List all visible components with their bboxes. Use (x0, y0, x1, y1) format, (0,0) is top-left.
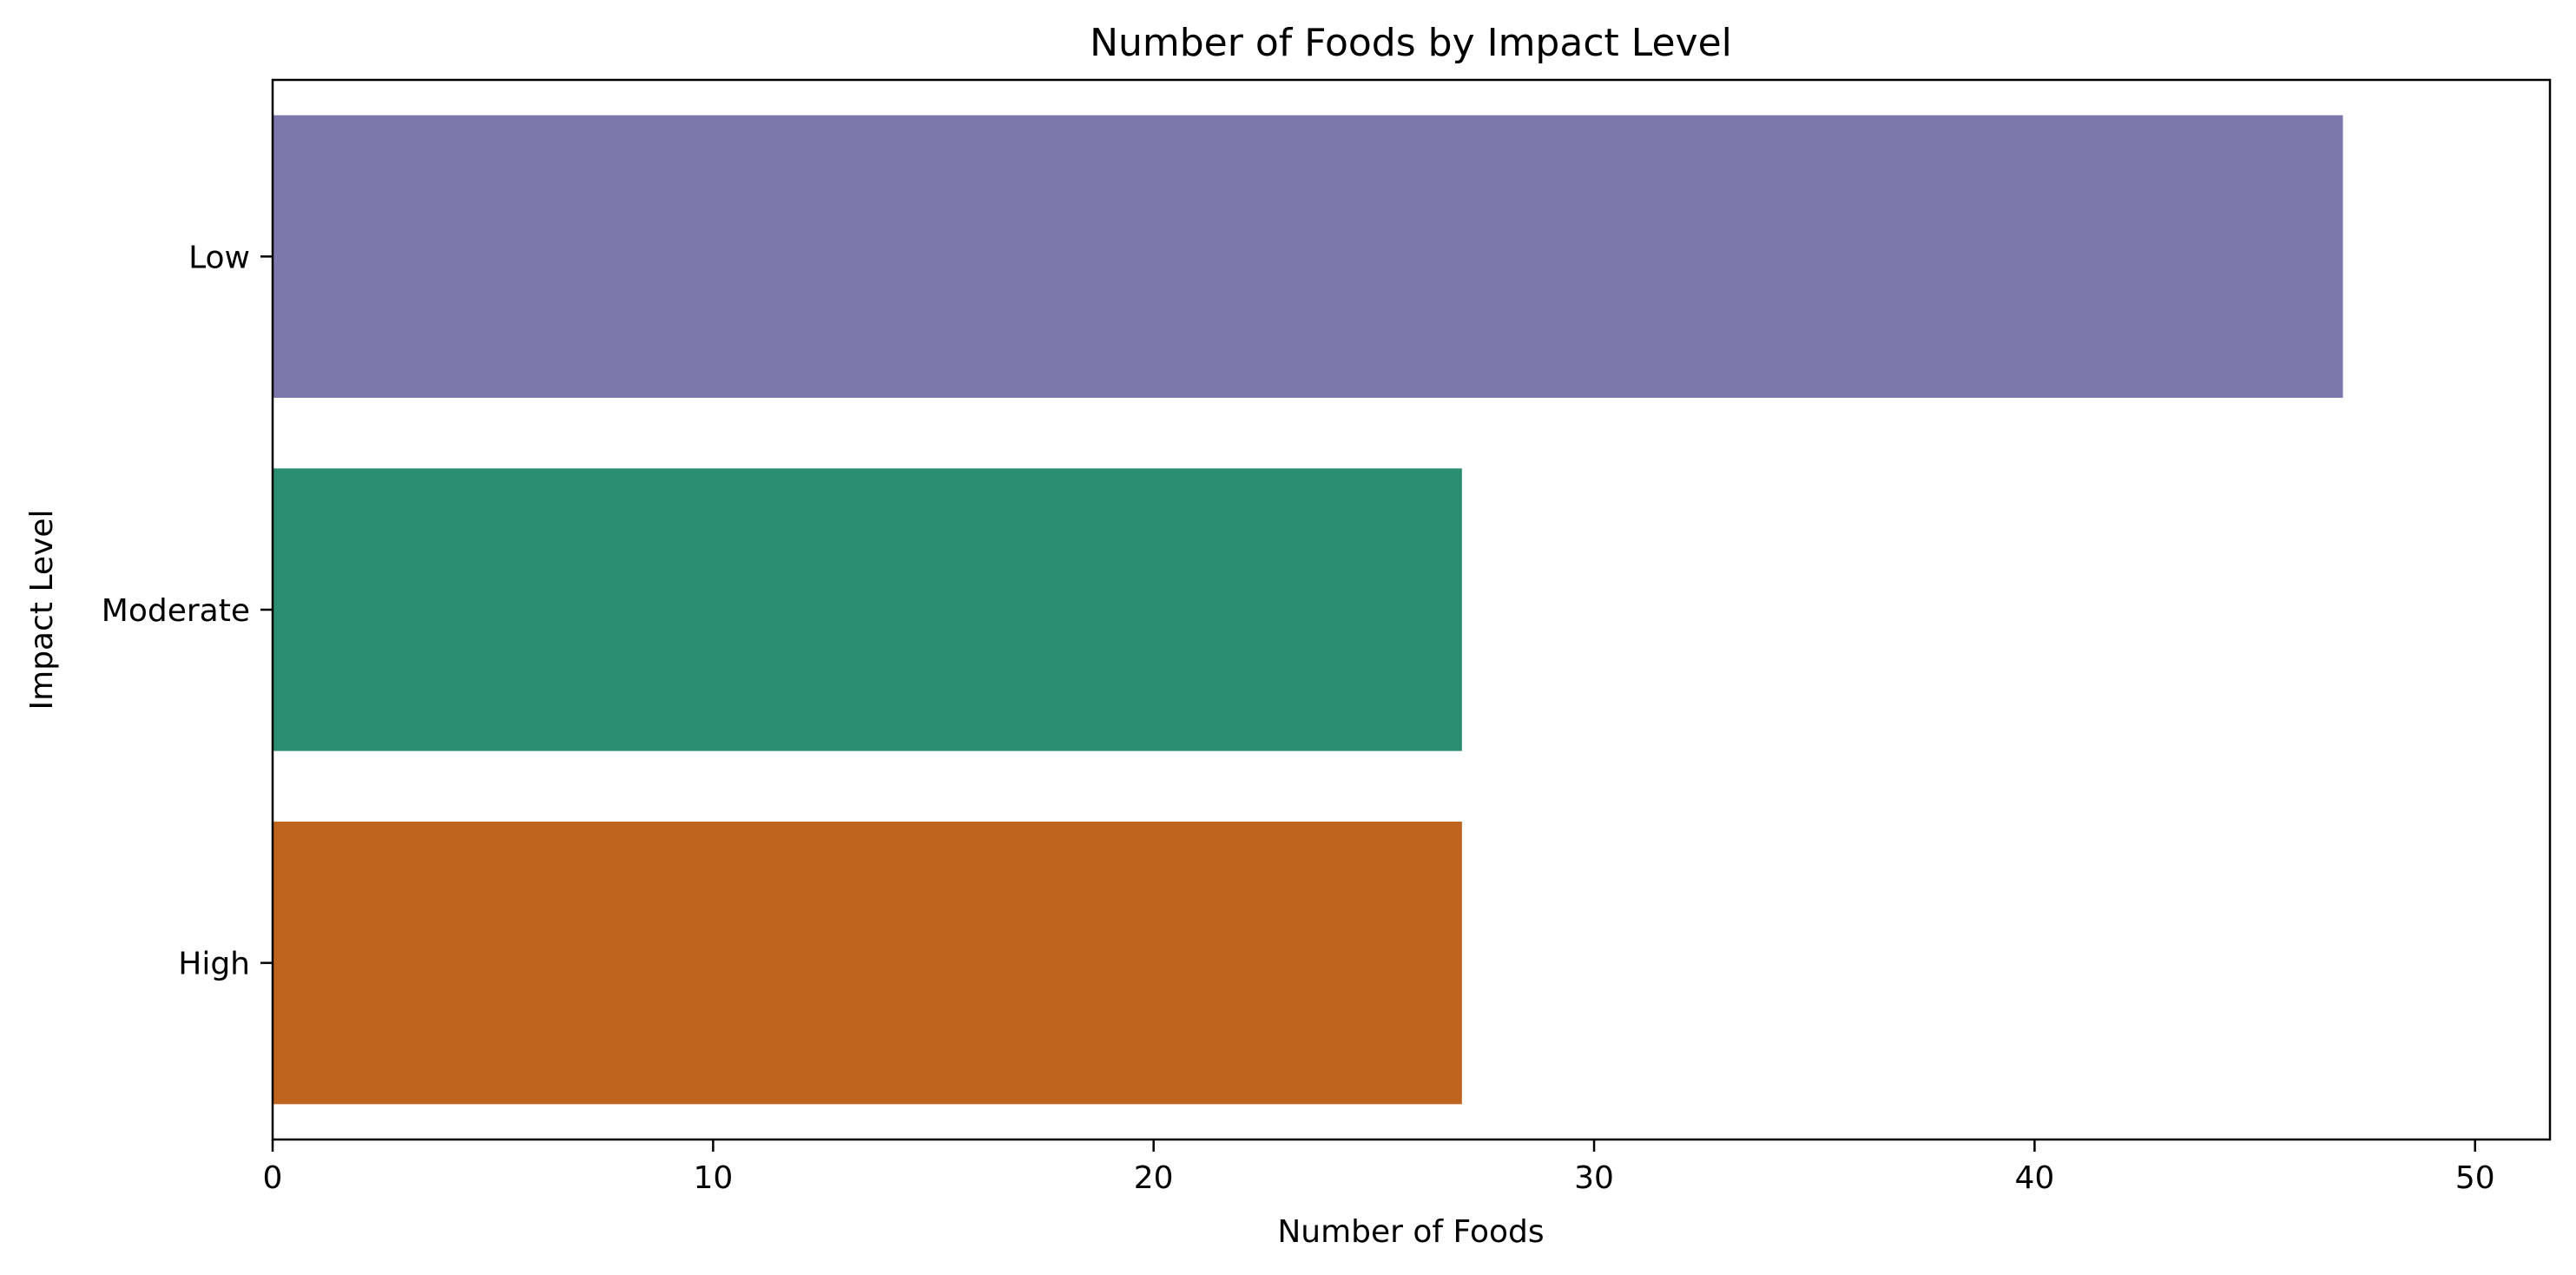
x-tick-label-0: 0 (263, 1160, 283, 1196)
y-axis: Low Moderate High (102, 240, 273, 982)
x-tick-label-50: 50 (2455, 1160, 2495, 1196)
y-axis-label: Impact Level (24, 510, 60, 710)
y-tick-label-high: High (178, 947, 250, 982)
chart-title: Number of Foods by Impact Level (1090, 21, 1732, 65)
x-tick-label-20: 20 (1134, 1160, 1174, 1196)
x-tick-label-10: 10 (693, 1160, 733, 1196)
bar-low (273, 115, 2343, 398)
bars-group (273, 115, 2343, 1105)
x-axis: 0 10 20 30 40 50 (263, 1140, 2495, 1196)
y-tick-label-moderate: Moderate (102, 593, 250, 629)
bar-moderate (273, 468, 1462, 751)
x-tick-label-30: 30 (1574, 1160, 1614, 1196)
x-axis-label: Number of Foods (1277, 1214, 1544, 1250)
y-tick-label-low: Low (188, 240, 250, 275)
x-tick-label-40: 40 (2014, 1160, 2054, 1196)
bar-high (273, 822, 1462, 1105)
plot-frame (271, 78, 2552, 1141)
